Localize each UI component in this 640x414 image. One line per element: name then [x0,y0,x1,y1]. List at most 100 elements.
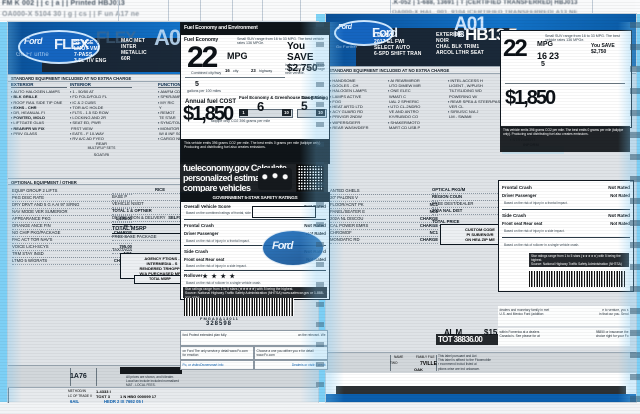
ghg-rating-label: Fuel Economy & Greenhouse Gas Rating [239,95,325,100]
pricing-label: TOTAL 1 & OPTNER [112,208,152,213]
safety-row-note: Based on the risk of rollover in a singl… [186,281,262,285]
footer-label-1: NAME [394,355,404,359]
gallons-per-100-label: gallons per 100 miles [187,89,221,93]
smog-scale-high: 10 [316,109,325,116]
equipment-item: BLK GRILLE [11,94,67,99]
safety-row-rollover: Rollover ★ ★ ★ ★ [184,273,326,280]
option-row: 202A NL DISCOU CHARGE [330,216,438,223]
safety-right-note: Based on the risk of rollover in a singl… [504,243,580,247]
equipment-item: FOG [330,99,386,104]
pricing-label: VEHICLE NS/DT [112,201,144,206]
pricing-label: FREE BASE PACKAGE [112,234,157,239]
option-value: 795.00 [119,244,132,249]
bottom-links-left-mid2[interactable]: Choose a one you wither you e for detail… [254,346,328,360]
option-label: DRY DRVT AND 5 G A AI 97 S/RNG [12,202,80,207]
qr-code[interactable] [296,164,324,192]
ghost-gridline [262,0,263,34]
epa-right-footer-band [500,126,630,152]
bottom-links-left-top[interactable]: ford Protect extended plan fully on the … [180,330,328,346]
equipment-item: SYNC/TOUCH ( [158,120,216,125]
epa-right-units: MPG [537,41,553,48]
hb-code-prefix: HB [454,30,465,39]
bottom-link-f: e for detail www.Fo.com [256,348,314,357]
barcode-left[interactable] [184,298,294,316]
equipment-item: LOCKING AND 2R [70,115,132,120]
vehicle-spec-right: EXTERIOR NOIR CHAL BLK TRIM1 ARCOL LTHR … [436,32,484,56]
equipment-item: Y [159,104,162,110]
bottom-link-right-d: in that our you. Send [599,311,629,316]
bottom-link-right-a: dealers and monetary family in met [499,307,550,312]
option-row: CAL POWER EMRS CHARGE [330,223,438,230]
equipment-item: FD FOLD/FOLD FL [70,94,132,99]
safety-row-frontal: Frontal Crash Not Rated [184,223,326,228]
safety-row-label: Rollover [184,273,203,278]
option-row: ANTED GHELS [330,188,438,195]
footer-value-1: FAMILY FILE [416,355,435,359]
safety-row-note: Based on the risk of injury in a frontal… [186,239,250,243]
ghg-value: 6 [257,99,264,114]
option-row: ORANGE ANCE FIN NC1 [12,223,132,230]
smog-rating-label: Smog Rating [301,95,329,100]
savings-note: in fuel costs over 5 years compared to t… [285,63,325,76]
standard-equipment-strip: STANDARD EQUIPMENT INCLUDED AT NO EXTRA … [326,66,636,74]
safety-right-row-frontal: Frontal Crash Not Rated [502,185,630,190]
option-row: APPEARANCE PKG 1,495.00 [12,216,132,223]
bottom-link-left-h[interactable]: Dealeris or visitr Ecredit [254,360,328,370]
option-label: NAV MODE VER SUMERIOR [12,209,68,214]
safety-row-label: Frontal Crash [502,185,532,190]
option-row: FLOOR/ACNT PK NC1 [330,202,438,209]
option-label: VOICE LICH-SCYS [12,244,49,249]
safety-row-sub: Based on the combined ratings of frontal… [186,211,270,215]
footer-label-2: TWO [390,361,398,365]
safety-sub-value: Not Rated [610,221,630,226]
option-row: NO CHIP PKG/PACKAGE CHARGE [12,230,132,237]
equipment-item: REAR WASH/DEFR [330,125,386,130]
barcode-left-text: FMGA0A13011 [200,316,239,321]
ford-oval-logo [334,20,394,46]
equipment-item: REAR [95,141,108,147]
bottom-links-right-a[interactable]: dealers and monetary family in met e to … [498,306,630,326]
barcode-right[interactable] [529,271,625,287]
equipment-item: HEAT ARTD LTD [330,104,386,109]
bottom-links-right-b[interactable]: within Fomerica at a dealers 98850 or in… [498,328,630,346]
equipment-item: POWTED, MOLD [11,115,67,120]
epa-qr-note: fueleconomy.gov Calculate personalized e… [183,163,288,193]
option-row: PANEL/SEATER E NC1 [330,209,438,216]
ford-oval-watermark-left [262,230,324,266]
model-name-ghost: FLEX [96,28,136,47]
pricing-label: 202A NAL DIST [432,208,463,213]
bottom-link-g: Po, or visitroDwnersmart info [182,362,224,367]
option-row: NAV MODE VER SUMERIOR [12,209,132,216]
mpg-hwy-value: 23 [251,68,256,73]
safety-ratings-heading: GOVERNMENT 5-STAR SAFETY RATINGS [181,193,329,202]
pricing-header-label: RICE [154,187,165,192]
equipment-item: AM/FM CD W/ DUAL [158,89,216,94]
equipment-item: VE AND ANTRO [389,109,419,115]
equipment-item: ONE ELEC [388,88,444,93]
vehicle-spec-left: SE NGE LMOT VMI 7-PASS 3.5L TIV ENG [74,40,107,64]
equipment-item: ROOF RAIL SIDE TIP ONE [11,100,67,105]
bottom-link-left-g[interactable]: Po, or visitroDwnersmart info [180,360,254,370]
ghost-row-4: OA000-X HAL, 001, 9104 |CERTIFIED TRANSF… [392,10,578,16]
epa-right-mpg-value: 22 [503,35,528,62]
epa-right-hwy: 23 [549,51,560,61]
equipment-item: REAR SPEA & STEER/PAS [448,99,502,104]
equipment-item: WIPERS/DEFR [330,120,386,125]
equipment-item: LAMPS ACTIVE [330,94,386,99]
equipment-item: W/ 8 INF SCREEN [159,130,193,136]
bottom-link-right-c: U.S. and Mexico Ford (addition [499,311,544,316]
equipment-item: SEAT ED, PWR [70,120,132,125]
epa-panel-right: Small SUV range from 16 to 33 MPG. The b… [500,30,632,128]
ford-oval-text-left: Ford [272,240,293,252]
option-row: LTMO 5 W/GRATS CHARGE [12,258,132,265]
equipment-item: INTEL ACCESS H [448,78,502,83]
bottom-links-left-mid1[interactable]: on Ford The only service p detail www.Fo… [180,346,254,360]
footer-black-bar [336,386,626,394]
equipment-item: TILT/SLIDING WD [449,88,482,94]
divider [502,237,630,238]
safety-sub-label: Front seat Rear seat [184,257,225,262]
safety-row-frontal-sub: Driver Passenger Not Rated [184,231,326,236]
optional-equipment-strip: OPTIONAL EQUIPMENT / OTHER [8,178,318,185]
bottom-link-right-g: Canada is. See please for at [499,333,540,338]
equipment-item: FLTS - 1.5 SD ROW [70,110,132,115]
